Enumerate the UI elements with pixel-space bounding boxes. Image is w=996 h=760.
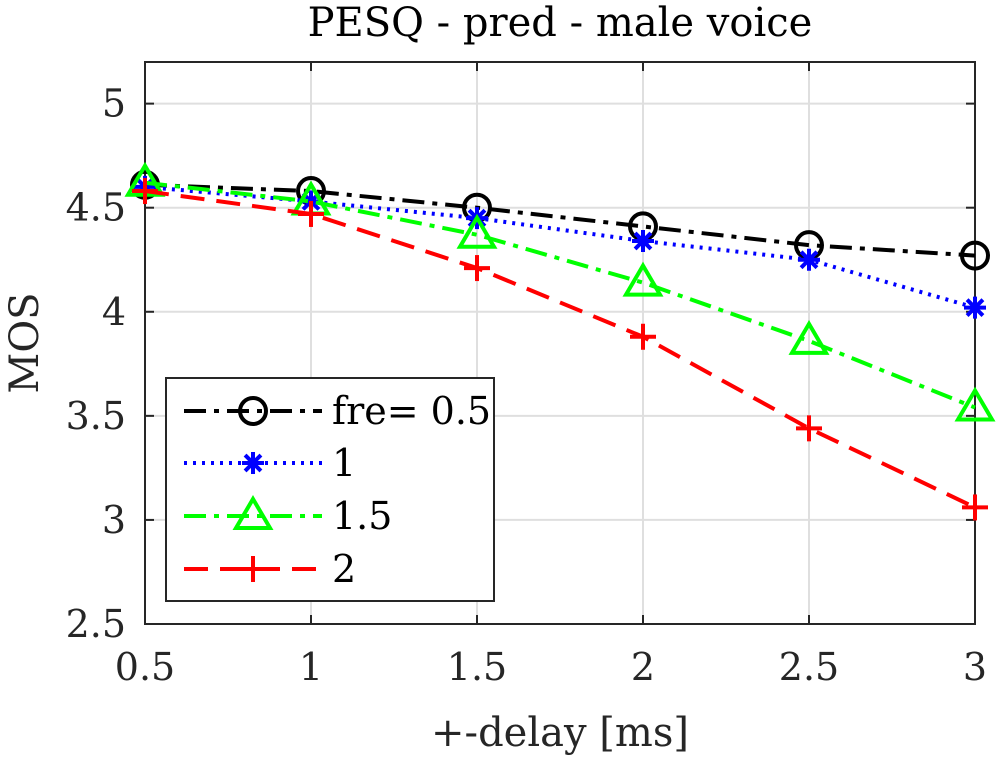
legend-label: 1.5 xyxy=(332,494,392,538)
data-point-d2 xyxy=(799,250,819,270)
data-point xyxy=(954,386,996,422)
series-line xyxy=(144,189,976,510)
series-line xyxy=(144,180,976,410)
legend-entry: 1 xyxy=(184,441,356,485)
data-point xyxy=(960,240,990,271)
data-point xyxy=(964,296,986,319)
legend-marker xyxy=(242,452,264,474)
legend: fre= 0.5 1 1.5 2 xyxy=(165,377,495,602)
legend-entries: fre= 0.5 1 1.5 2 xyxy=(184,389,491,591)
data-point xyxy=(630,323,656,350)
legend-marker xyxy=(240,556,266,582)
data-point xyxy=(788,319,830,355)
data-point xyxy=(962,494,988,521)
data-point xyxy=(622,261,664,297)
legend-label: 2 xyxy=(332,547,356,591)
x-tick-label: 2.5 xyxy=(779,645,839,689)
legend-marker-d2 xyxy=(243,453,263,473)
y-tick-label: 2.5 xyxy=(66,602,126,646)
series-4 xyxy=(132,178,988,521)
data-point-d2 xyxy=(965,298,985,317)
x-tick-label: 0.5 xyxy=(115,645,175,689)
x-axis-title: +-delay [ms] xyxy=(431,710,689,756)
x-tick-label: 3 xyxy=(963,645,987,689)
y-tick-label: 3 xyxy=(102,498,126,542)
data-point xyxy=(796,415,822,442)
legend-label: fre= 0.5 xyxy=(332,389,491,433)
legend-entry: 2 xyxy=(184,547,356,591)
axis-ticks: 0.5 1 1.5 2 2.5 3 2.5 3 3.5 4 4.5 5 xyxy=(66,62,987,689)
y-tick-label: 3.5 xyxy=(66,394,126,438)
data-point xyxy=(464,255,490,282)
legend-label: 1 xyxy=(332,441,356,485)
plot-frame xyxy=(144,61,976,625)
x-tick-label: 1 xyxy=(299,645,323,689)
data-point xyxy=(456,213,498,249)
legend-marker xyxy=(232,495,274,530)
data-point xyxy=(298,200,324,227)
legend-box xyxy=(165,377,495,602)
y-axis-title: MOS xyxy=(2,292,48,393)
legend-entry: 1.5 xyxy=(184,494,392,538)
data-point xyxy=(798,248,820,271)
y-tick-label: 5 xyxy=(102,82,126,126)
x-tick-label: 2 xyxy=(631,645,655,689)
x-tick-label: 1.5 xyxy=(447,645,507,689)
y-tick-label: 4 xyxy=(102,290,126,334)
series-line xyxy=(144,182,976,258)
legend-entry: fre= 0.5 xyxy=(184,389,491,433)
chart-title: PESQ - pred - male voice xyxy=(308,0,813,46)
series-layer xyxy=(124,161,996,521)
y-tick-label: 4.5 xyxy=(66,186,126,230)
data-point xyxy=(632,230,654,253)
legend-marker xyxy=(238,396,268,426)
data-point-d2 xyxy=(633,231,653,251)
data-point xyxy=(132,178,158,205)
